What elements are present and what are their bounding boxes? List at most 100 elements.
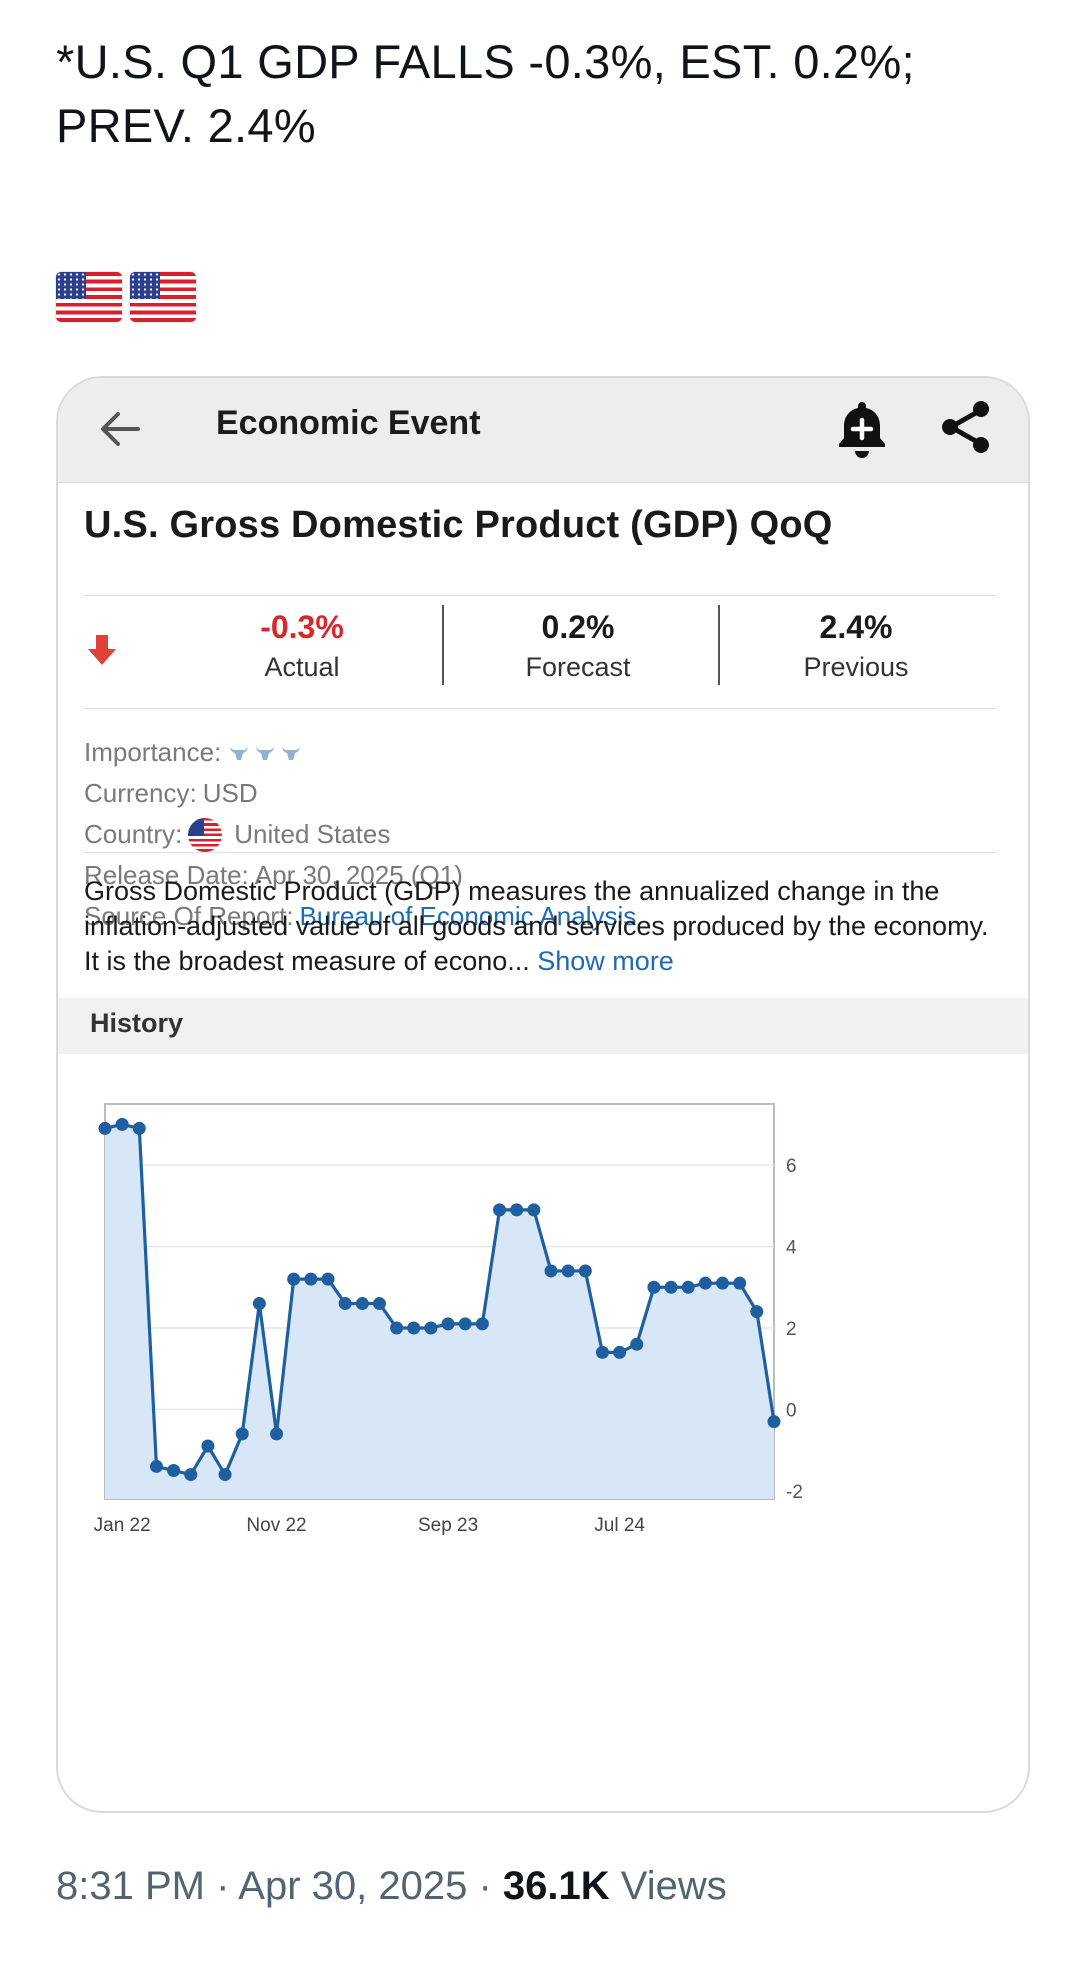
data-point [544, 1264, 558, 1278]
tweet-footer: 8:31 PM · Apr 30, 2025 · 36.1K Views [56, 1864, 727, 1909]
divider [718, 605, 720, 685]
x-tick-label: Jul 24 [594, 1515, 645, 1536]
data-point [716, 1276, 730, 1290]
event-stats: -0.3% Actual 0.2% Forecast 2.4% Previous [58, 595, 1028, 705]
data-point [355, 1297, 369, 1311]
event-title: U.S. Gross Domestic Product (GDP) QoQ [84, 504, 833, 546]
data-point [184, 1468, 198, 1482]
data-point [270, 1427, 284, 1441]
data-point [338, 1297, 352, 1311]
show-more-link[interactable]: Show more [537, 946, 674, 976]
data-point [664, 1280, 678, 1294]
currency-label: Currency: [84, 778, 197, 808]
currency-row: Currency: USD [84, 773, 636, 814]
history-chart[interactable]: 6 4 2 0 -2 Jan 22 Nov 22 Sep 23 Jul 24 [58, 1054, 1024, 1813]
us-flag-icon [56, 272, 122, 322]
data-point [561, 1264, 575, 1278]
release-label: Release Date: [84, 860, 249, 890]
bull-icon [282, 746, 301, 760]
data-point [475, 1317, 489, 1331]
importance-label: Importance: [84, 737, 222, 767]
data-point [441, 1317, 455, 1331]
release-value: Apr 30, 2025 (Q1) [254, 860, 463, 890]
data-point [458, 1317, 472, 1331]
views-label: Views [609, 1864, 727, 1908]
data-point [424, 1321, 438, 1335]
data-point [218, 1468, 232, 1482]
event-meta: Importance: Currency: USD Country: Unite… [84, 732, 636, 937]
previous-value: 2.4% [819, 609, 893, 645]
y-tick-label: -2 [786, 1482, 803, 1503]
data-point [390, 1321, 404, 1335]
data-point [595, 1345, 609, 1359]
economic-event-card[interactable]: Economic Event U.S. Gross Domestic Produ… [56, 376, 1030, 1813]
data-point [750, 1305, 764, 1319]
down-arrow-icon [88, 635, 116, 665]
description-text: Gross Domestic Product (GDP) measures th… [84, 876, 989, 976]
forecast-stat: 0.2% Forecast [468, 609, 688, 683]
views-count: 36.1K [502, 1864, 610, 1908]
tweet-text: *U.S. Q1 GDP FALLS -0.3%, EST. 0.2%; PRE… [56, 35, 915, 152]
add-alert-bell-icon[interactable] [836, 398, 888, 458]
bull-icon [230, 746, 249, 760]
divider [84, 852, 996, 853]
source-link[interactable]: Bureau of Economic Analysis [299, 901, 637, 931]
data-point [304, 1272, 318, 1286]
series-line [104, 1122, 776, 1477]
importance-row: Importance: [84, 732, 636, 773]
y-tick-label: 4 [786, 1238, 797, 1259]
country-value: United States [234, 819, 391, 849]
data-point [647, 1280, 661, 1294]
divider [84, 708, 996, 709]
data-point [493, 1203, 507, 1217]
us-flag-icon [130, 272, 196, 322]
data-point [613, 1345, 627, 1359]
data-point [698, 1276, 712, 1290]
source-row: Source Of Report: Bureau of Economic Ana… [84, 896, 636, 937]
us-flag-icon [188, 817, 223, 852]
previous-stat: 2.4% Previous [746, 609, 966, 683]
data-point [527, 1203, 541, 1217]
source-label: Source Of Report: [84, 901, 294, 931]
previous-label: Previous [803, 652, 909, 682]
actual-stat: -0.3% Actual [192, 609, 412, 683]
app-bar: Economic Event [58, 378, 1028, 483]
data-point [630, 1337, 644, 1351]
data-point [733, 1276, 747, 1290]
importance-bulls [229, 745, 301, 761]
tweet-timestamp: 8:31 PM · Apr 30, 2025 · [56, 1864, 503, 1908]
data-point [287, 1272, 301, 1286]
data-point [201, 1439, 215, 1453]
share-icon[interactable] [938, 398, 992, 456]
data-point [767, 1415, 781, 1429]
app-bar-title: Economic Event [216, 404, 481, 442]
divider [442, 605, 444, 685]
y-tick-label: 2 [786, 1319, 797, 1340]
data-point [578, 1264, 592, 1278]
data-point [115, 1117, 129, 1131]
y-tick-label: 6 [786, 1156, 797, 1177]
history-label: History [90, 1008, 184, 1038]
actual-label: Actual [264, 652, 340, 682]
x-tick-label: Sep 23 [418, 1515, 478, 1536]
forecast-label: Forecast [525, 652, 631, 682]
x-tick-label: Jan 22 [94, 1515, 151, 1536]
release-row: Release Date: Apr 30, 2025 (Q1) [84, 855, 636, 896]
data-point [98, 1121, 112, 1135]
event-description: Gross Domestic Product (GDP) measures th… [84, 874, 1004, 979]
history-header: History [58, 998, 1028, 1054]
actual-value: -0.3% [260, 609, 344, 645]
country-label: Country: [84, 819, 183, 849]
data-point [235, 1427, 249, 1441]
y-tick-label: 0 [786, 1400, 797, 1421]
data-point [407, 1321, 421, 1335]
data-point [167, 1463, 181, 1477]
back-arrow-icon[interactable] [98, 404, 142, 454]
data-point [681, 1280, 695, 1294]
data-point [252, 1297, 266, 1311]
bull-icon [256, 746, 275, 760]
x-tick-label: Nov 22 [246, 1515, 306, 1536]
forecast-value: 0.2% [541, 609, 615, 645]
flag-emojis [56, 272, 196, 322]
country-row: Country: United States [84, 814, 636, 855]
